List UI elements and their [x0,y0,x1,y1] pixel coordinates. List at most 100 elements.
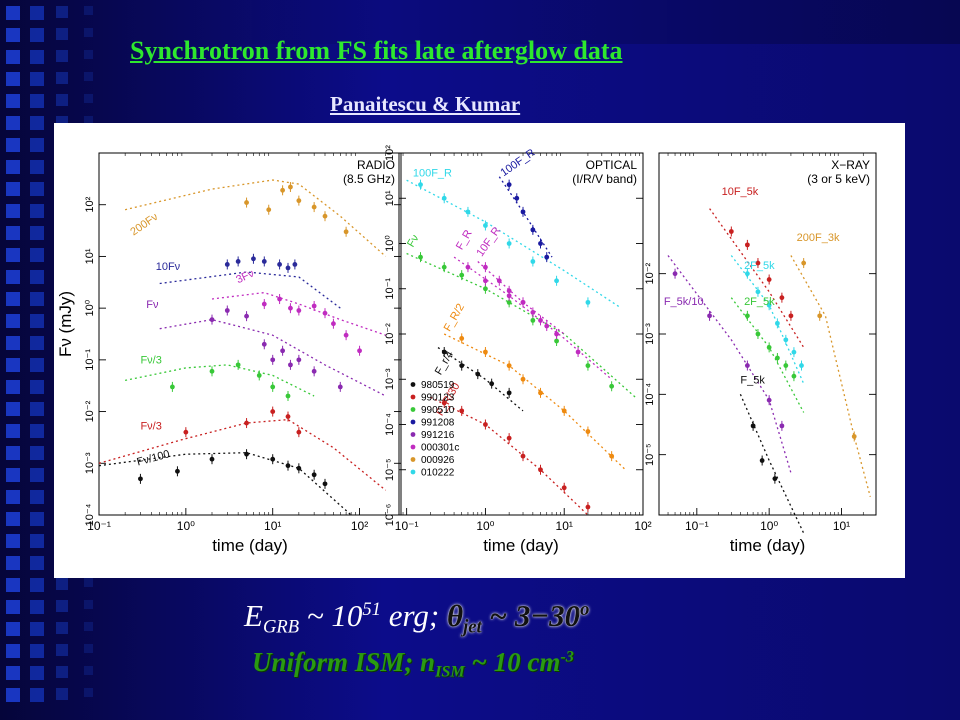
eq-ism-text: Uniform ISM; n [252,647,436,677]
legend-entry: 000926 [421,455,455,466]
y-tick-label: 10⁰ [84,299,96,316]
afterglow-light-curves: 10⁻¹ 10⁰ 10¹ 10²10⁻⁴10⁻³10⁻²10⁻¹10⁰10¹10²RA… [56,145,877,555]
data-point [277,296,282,302]
stripe-square [84,94,93,103]
legend-marker [410,394,416,400]
data-point [483,264,488,270]
data-point [483,223,488,228]
y-tick-label: 10⁻² [84,400,96,422]
data-point [585,504,591,510]
y-axis-label: Fν (mJy) [56,291,75,357]
y-tick-label: 10⁻⁴ [384,413,396,436]
eq-theta-range: ~ 3−30 [481,598,581,633]
legend-marker [410,444,416,450]
stripe-square [6,358,20,372]
y-tick-label: 10⁻⁵ [644,443,656,466]
model-curve [124,179,387,257]
data-point [441,264,447,270]
eq-energy-mid: ~ 10 [299,598,363,633]
data-point [343,229,349,235]
data-point [459,272,465,278]
y-tick-label: 10⁻² [384,323,396,345]
legend-entry: 990510 [421,405,455,416]
stripe-square [30,270,44,284]
data-point [520,376,526,382]
stripe-square [6,644,20,658]
slide-title: Synchrotron from FS fits late afterglow … [130,36,623,65]
y-tick-label: 10¹ [84,248,96,264]
data-point [261,341,267,347]
data-point [759,458,765,463]
data-point [209,368,215,374]
data-point [774,355,780,361]
stripe-square [6,226,20,240]
stripe-square [84,116,93,125]
stripe-square [56,72,68,84]
stripe-square [6,72,20,86]
data-point [285,463,291,469]
stripe-square [56,666,68,678]
data-point [506,435,512,441]
data-point [783,337,789,343]
y-tick-label: 10⁻⁴ [644,383,656,406]
model-curve [477,261,565,335]
data-point [728,229,734,234]
stripe-square [56,688,68,700]
series-label: 3Fν [234,267,256,286]
data-point [322,481,328,487]
data-point [261,301,267,307]
data-point [288,305,293,311]
legend-marker [410,382,416,387]
panel-title: RADIO [357,158,395,172]
data-point [766,344,772,350]
data-point [538,390,543,396]
series-label: F_R/2 [442,302,467,334]
data-point [285,414,291,419]
figure-panel: 10⁻¹ 10⁰ 10¹ 10² 10⁻⁴ 10⁻³ 10⁻² 10⁻¹ 10⁰ 10¹ 10² RA… [54,123,905,578]
data-point [280,187,286,193]
y-tick-label: 10⁻¹ [384,278,396,300]
y-tick-label: 10⁻³ [644,323,656,345]
data-point [244,420,249,426]
model-curve [739,394,805,534]
data-point [506,390,512,396]
series-label: Fν/3 [140,355,161,367]
data-point [783,363,789,368]
data-point [322,213,328,219]
stripe-square [6,446,20,460]
series-2: 200F_3k [790,232,871,497]
stripe-square [6,182,20,196]
data-point [224,262,230,267]
data-point [296,308,302,313]
data-point [561,408,567,414]
chart-panel-3: 10⁻¹ 10⁰ 10¹ 10⁻⁵ 10⁻⁴ 10⁻³ 10⁻² X−RAY(3 or 5 k… [644,152,877,555]
x-axis-label: time (day) [212,536,288,555]
data-point [483,278,488,284]
eq-theta-symbol: θ [446,598,464,633]
eq-theta-degree: o [580,598,590,620]
data-point [506,241,512,246]
stripe-square [30,94,44,108]
data-point [779,295,785,301]
series-label: 100F_R [413,168,452,180]
data-point [506,288,512,294]
stripe-square [84,50,93,59]
data-point [530,227,536,233]
data-point [270,357,276,363]
stripe-square [30,380,44,394]
data-point [744,363,750,368]
data-point [672,271,678,277]
chart-panel-2: 10⁻¹ 10⁰ 10¹ 10² 10⁻⁶ 10⁻⁵ 10⁻⁴ 10⁻³ 10⁻² 10⁻¹ 10⁰… [384,145,652,555]
data-point [465,264,471,270]
panel-title: OPTICAL [586,158,638,172]
stripe-square [30,138,44,152]
series-label: Fν/3 [140,421,161,433]
y-tick-label: 10² [384,145,396,161]
data-point [575,349,581,355]
stripe-square [30,336,44,350]
data-point [799,363,804,368]
data-point [483,286,488,292]
data-point [538,241,543,246]
model-curve [730,297,805,413]
series-3: Fν [405,232,636,398]
